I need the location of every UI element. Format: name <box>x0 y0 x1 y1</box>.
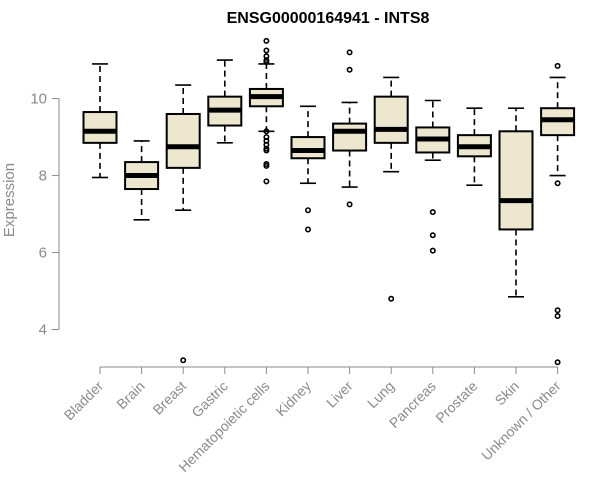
outlier-point <box>180 357 187 364</box>
outlier-point <box>263 178 270 185</box>
box-4 <box>207 59 243 144</box>
outlier-point <box>429 209 436 216</box>
x-tick-label: Unknown / Other <box>478 378 564 464</box>
outlier-point <box>263 147 270 154</box>
box-2 <box>124 140 160 221</box>
box-12 <box>540 62 576 366</box>
x-tick-label: Bladder <box>61 378 107 424</box>
box-1 <box>82 63 118 179</box>
x-tick-label: Liver <box>323 378 356 411</box>
box-11 <box>498 107 534 298</box>
x-tick-label: Kidney <box>273 378 315 420</box>
outlier-point <box>263 37 270 44</box>
y-tick-label: 10 <box>30 91 47 108</box>
outlier-point <box>304 226 311 233</box>
outlier-point <box>429 232 436 239</box>
outlier-point <box>554 359 561 366</box>
box-3 <box>165 84 201 364</box>
x-tick-label: Breast <box>149 378 189 418</box>
box-9 <box>415 99 451 254</box>
y-axis-label: Expression <box>1 163 18 237</box>
box-6 <box>290 105 326 233</box>
outlier-point <box>263 128 270 135</box>
outlier-point <box>554 313 561 320</box>
outlier-point <box>346 201 353 208</box>
outlier-point <box>304 207 311 214</box>
outlier-point <box>346 49 353 56</box>
x-tick-label: Prostate <box>432 378 480 426</box>
outlier-point <box>263 162 270 169</box>
y-tick-label: 8 <box>39 168 47 185</box>
x-tick-label: Lung <box>364 378 397 411</box>
x-tick-label: Brain <box>113 378 147 412</box>
outlier-point <box>554 62 561 69</box>
x-tick-label: Skin <box>492 378 523 409</box>
iqr-box <box>373 95 409 144</box>
iqr-box <box>165 112 201 169</box>
box-10 <box>456 107 492 186</box>
box-7 <box>332 49 368 208</box>
outlier-point <box>346 66 353 73</box>
box-5 <box>248 37 284 185</box>
outlier-point <box>263 47 270 54</box>
chart-title: ENSG00000164941 - INTS8 <box>227 10 430 27</box>
y-tick-label: 4 <box>39 322 47 339</box>
y-tick-label: 6 <box>39 245 47 262</box>
outlier-point <box>429 247 436 254</box>
iqr-box <box>290 136 326 160</box>
box-8 <box>373 76 409 302</box>
iqr-box <box>82 111 118 144</box>
boxes <box>82 37 576 366</box>
outlier-point <box>554 307 561 314</box>
iqr-box <box>498 130 534 231</box>
iqr-box <box>332 122 368 152</box>
outlier-point <box>388 295 395 302</box>
outlier-point <box>263 59 270 66</box>
outlier-point <box>554 180 561 187</box>
